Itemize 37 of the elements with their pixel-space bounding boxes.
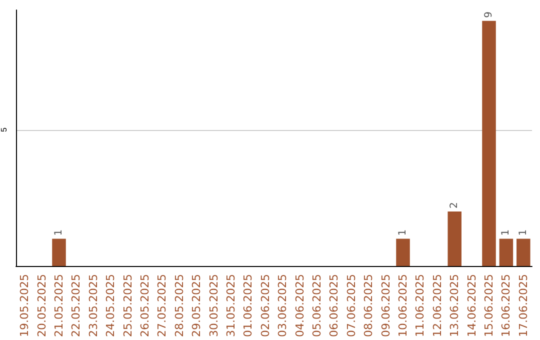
- x-tick-label: 27.05.2025: [156, 274, 169, 338]
- x-tick-label: 25.05.2025: [121, 274, 134, 338]
- x-tick-label: 05.06.2025: [310, 274, 324, 338]
- x-tick-label: 14.06.2025: [465, 274, 478, 338]
- x-tick-label: 03.06.2025: [276, 274, 290, 338]
- x-tick-label: 12.06.2025: [430, 274, 444, 338]
- x-tick-label: 21.05.2025: [52, 274, 66, 338]
- x-tick-label: 06.06.2025: [328, 274, 341, 338]
- x-tick-label: 31.05.2025: [224, 274, 238, 338]
- x-tick-label: 17.06.2025: [516, 274, 530, 338]
- x-tick-label: 04.06.2025: [293, 274, 306, 338]
- data-label: 1: [500, 229, 512, 236]
- x-tick-label: 28.05.2025: [172, 274, 186, 338]
- data-label: 1: [398, 229, 408, 236]
- x-tick-label: 24.05.2025: [104, 274, 118, 338]
- x-tick-label: 15.06.2025: [482, 274, 496, 338]
- x-tick-label: 30.05.2025: [207, 274, 220, 338]
- x-tick-label: 19.05.2025: [18, 274, 32, 338]
- data-label: 1: [54, 229, 64, 236]
- x-tick-label: 29.05.2025: [190, 274, 204, 338]
- x-tick-label: 10.06.2025: [396, 274, 410, 338]
- x-tick-label: 01.06.2025: [242, 274, 255, 338]
- x-tick-label: 02.06.2025: [258, 274, 272, 338]
- x-tick-label: 09.06.2025: [379, 274, 392, 338]
- y-tick-label: 5: [0, 127, 8, 132]
- data-label: 1: [518, 229, 529, 236]
- x-tick-label: 11.06.2025: [414, 274, 427, 338]
- x-tick-label: 22.05.2025: [70, 274, 83, 338]
- x-tick-label: 16.06.2025: [500, 274, 513, 338]
- x-tick-label: 07.06.2025: [344, 274, 358, 338]
- data-label: 2: [449, 202, 460, 209]
- x-tick-label: 08.06.2025: [362, 274, 376, 338]
- data-label: 9: [484, 12, 494, 18]
- x-tick-label: 26.05.2025: [138, 274, 152, 338]
- x-tick-label: 20.05.2025: [35, 274, 48, 338]
- x-tick-label: 13.06.2025: [448, 274, 462, 338]
- x-tick-label: 23.05.2025: [86, 274, 100, 338]
